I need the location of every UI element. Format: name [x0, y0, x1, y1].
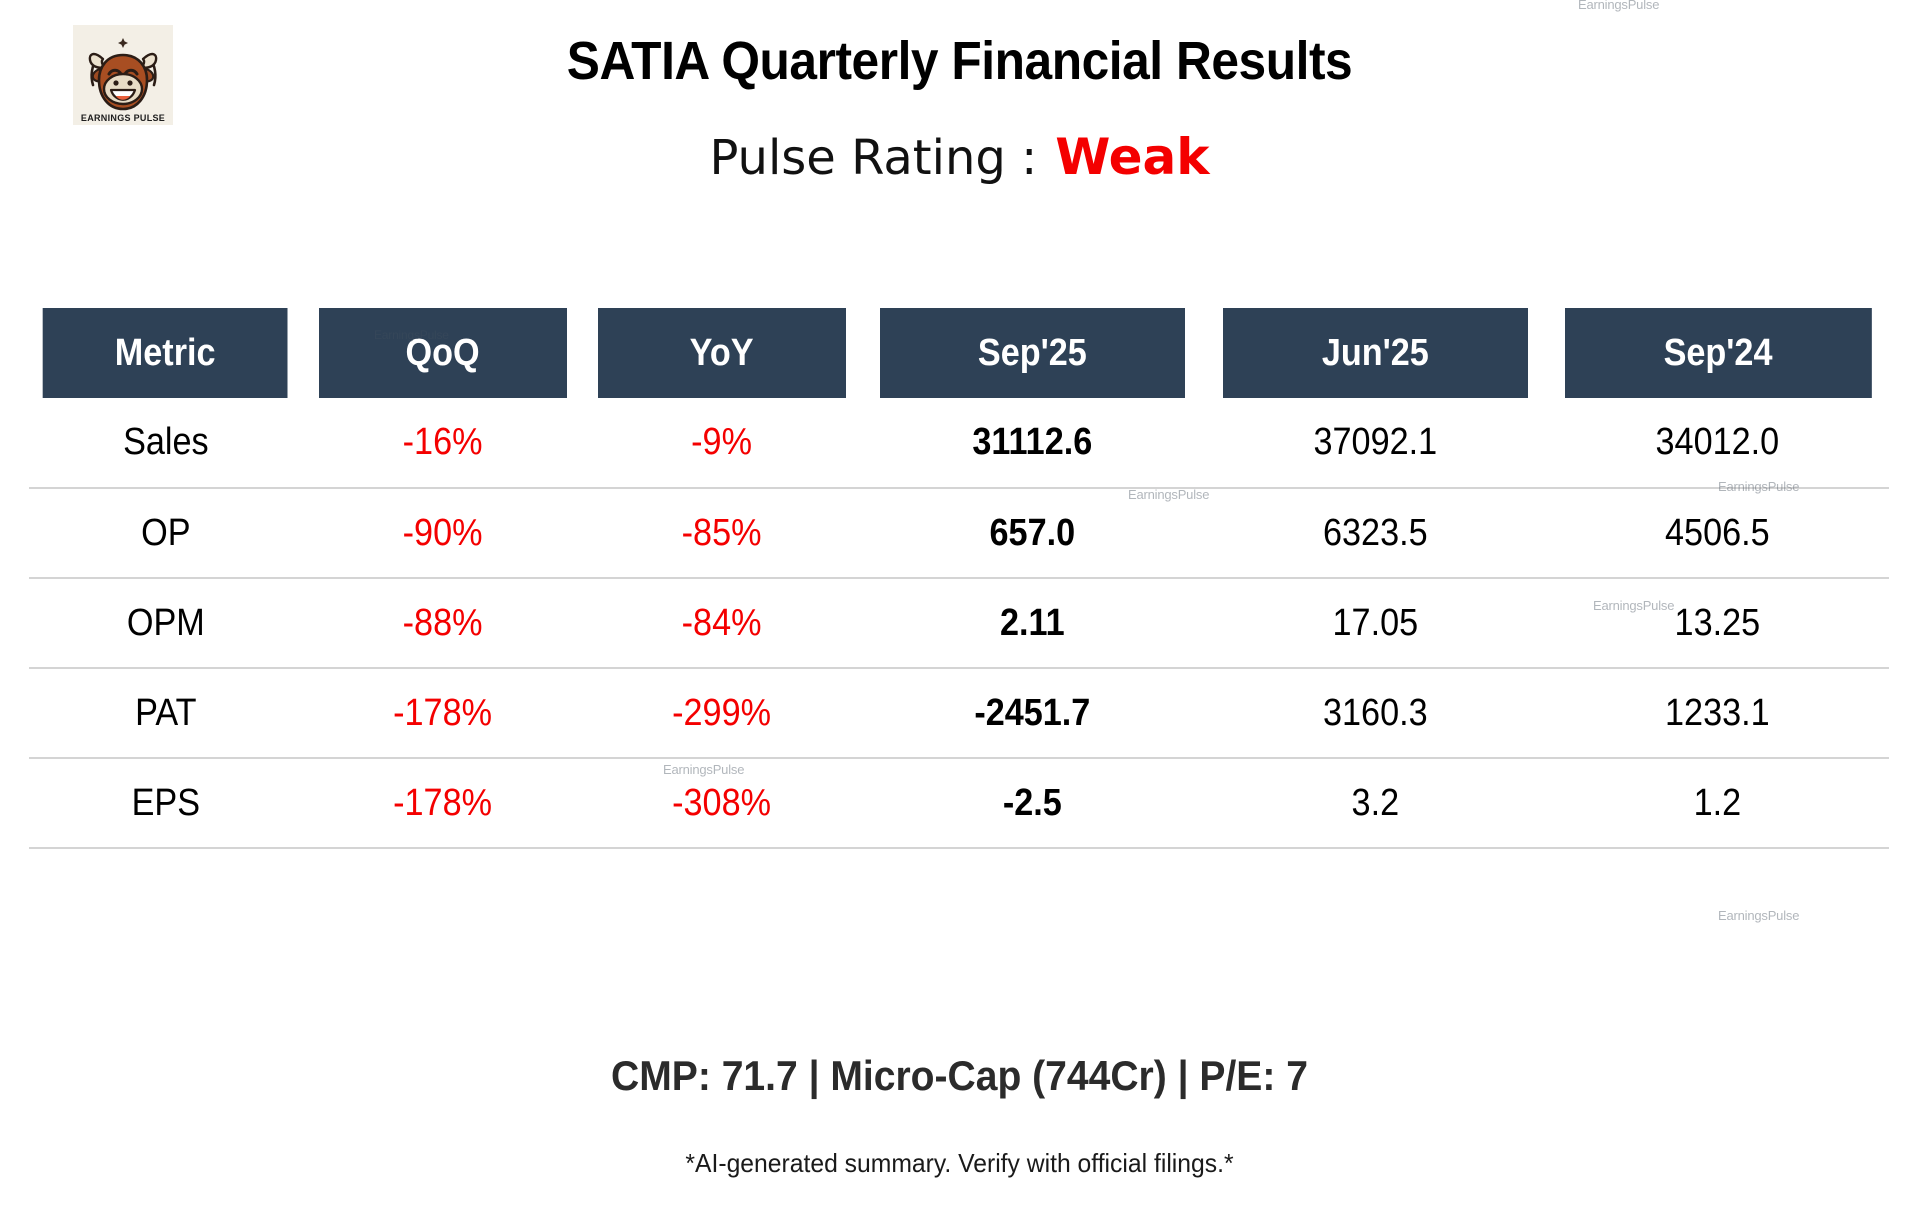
table-row: EPS -178% -308% -2.5 3.2 1.2: [29, 758, 1889, 849]
row-current-value: -2451.7: [878, 668, 1187, 759]
row-yoy-value: -84%: [595, 578, 848, 669]
row-metric-name: EPS: [42, 758, 290, 849]
pulse-rating: Pulse Rating : Weak: [0, 128, 1919, 186]
pulse-rating-value: Weak: [1055, 128, 1210, 186]
watermark: EarningsPulse: [1578, 0, 1660, 12]
table-row: OP -90% -85% 657.0 6323.5 4506.5: [29, 488, 1889, 579]
column-header-metric: Metric: [42, 308, 291, 398]
row-qoq-value: -16%: [316, 398, 568, 489]
column-header-sep25: Sep'25: [878, 308, 1188, 398]
row-metric-name: Sales: [42, 398, 290, 489]
row-yoy-value: -85%: [595, 488, 848, 579]
table-row: Sales -16% -9% 31112.6 37092.1 34012.0: [29, 398, 1889, 489]
row-yoy-value: -9%: [595, 398, 848, 489]
row-current-value: -2.5: [878, 758, 1187, 849]
row-yoy-value: -299%: [595, 668, 848, 759]
table-row: PAT -178% -299% -2451.7 3160.3 1233.1: [29, 668, 1889, 759]
row-previous-value: 6323.5: [1220, 488, 1530, 579]
row-yearago-value: 34012.0: [1563, 398, 1872, 489]
watermark: EarningsPulse: [1718, 908, 1800, 923]
disclaimer-text: *AI-generated summary. Verify with offic…: [685, 1148, 1234, 1178]
column-header-yoy: YoY: [595, 308, 849, 398]
row-qoq-value: -178%: [316, 668, 568, 759]
pulse-rating-label: Pulse Rating :: [709, 130, 1038, 186]
table-header-row: Metric QoQ YoY Sep'25 Jun'25 Sep'24: [29, 308, 1889, 398]
svg-text:EARNINGS PULSE: EARNINGS PULSE: [81, 113, 165, 123]
row-metric-name: OP: [42, 488, 290, 579]
row-previous-value: 3.2: [1220, 758, 1530, 849]
row-qoq-value: -90%: [316, 488, 568, 579]
column-header-qoq: QoQ: [316, 308, 570, 398]
page-title: SATIA Quarterly Financial Results: [566, 31, 1353, 91]
row-previous-value: 3160.3: [1220, 668, 1530, 759]
row-yearago-value: 13.25: [1563, 578, 1872, 669]
row-current-value: 2.11: [878, 578, 1187, 669]
bull-mascot-icon: [88, 38, 158, 111]
row-yoy-value: -308%: [595, 758, 848, 849]
row-metric-name: OPM: [42, 578, 290, 669]
row-metric-name: PAT: [42, 668, 290, 759]
row-previous-value: 37092.1: [1220, 398, 1530, 489]
row-yearago-value: 1.2: [1563, 758, 1872, 849]
row-yearago-value: 4506.5: [1563, 488, 1872, 579]
row-previous-value: 17.05: [1220, 578, 1530, 669]
row-current-value: 657.0: [878, 488, 1187, 579]
row-current-value: 31112.6: [878, 398, 1187, 489]
row-yearago-value: 1233.1: [1563, 668, 1872, 759]
brand-logo: EARNINGS PULSE: [73, 25, 173, 125]
row-qoq-value: -88%: [316, 578, 568, 669]
row-qoq-value: -178%: [316, 758, 568, 849]
results-table: Metric QoQ YoY Sep'25 Jun'25 Sep'24 Sale…: [29, 308, 1889, 849]
column-header-sep24: Sep'24: [1563, 308, 1872, 398]
column-header-jun25: Jun'25: [1220, 308, 1531, 398]
table-row: OPM -88% -84% 2.11 17.05 13.25: [29, 578, 1889, 669]
valuation-summary: CMP: 71.7 | Micro-Cap (744Cr) | P/E: 7: [611, 1052, 1308, 1099]
